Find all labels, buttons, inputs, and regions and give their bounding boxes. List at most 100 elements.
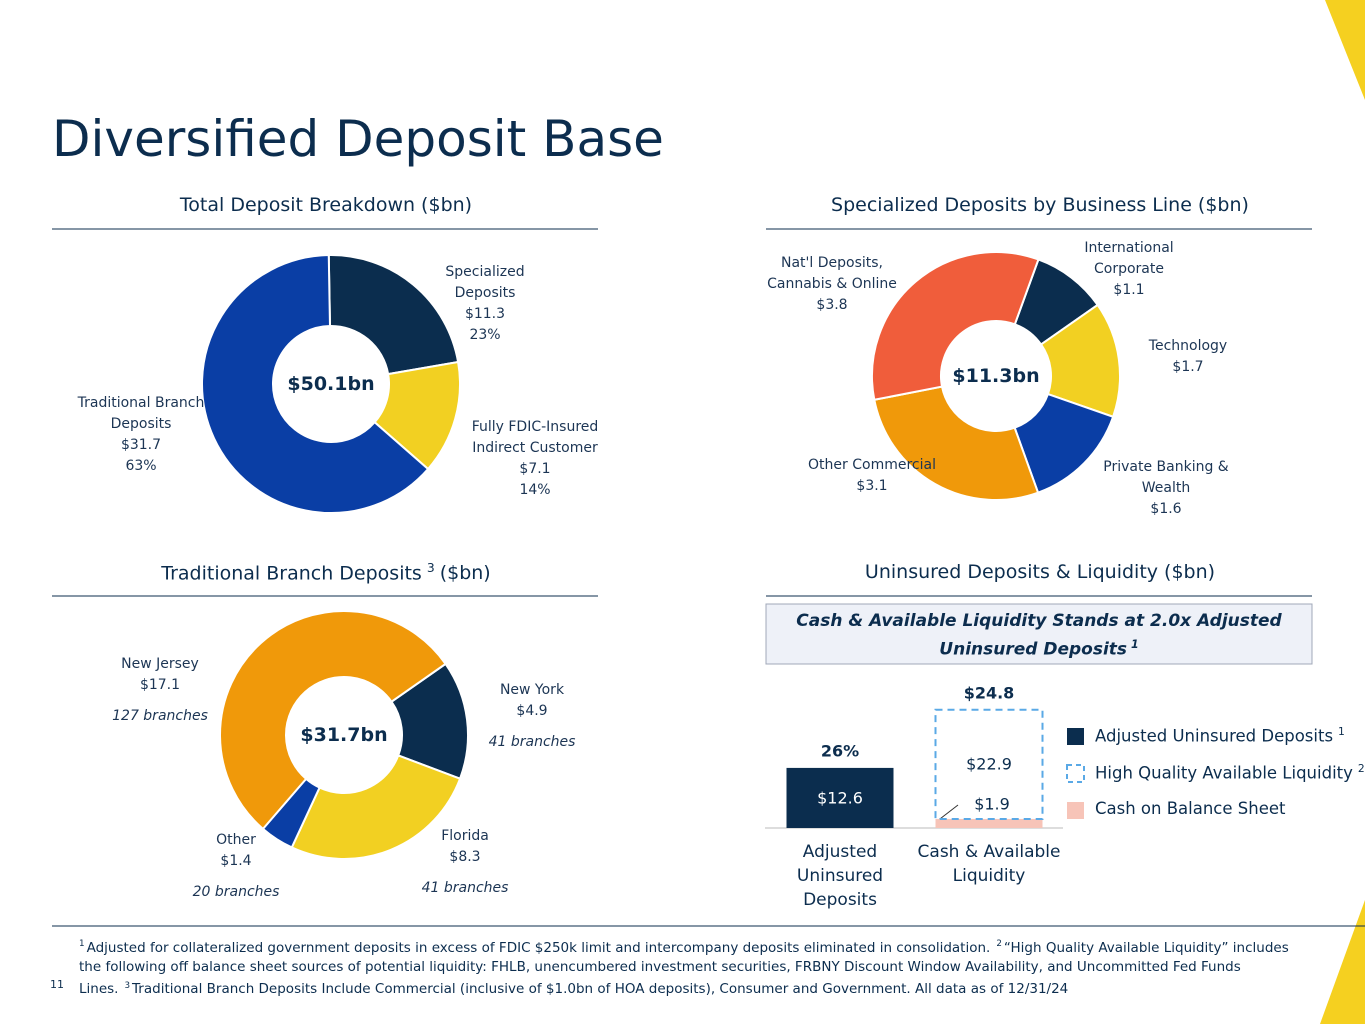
section-title-text: Specialized Deposits by Business Line ($… — [831, 194, 1249, 216]
legend-entry: High Quality Available Liquidity 2 — [1095, 762, 1365, 783]
slice-branches: 41 branches — [488, 734, 576, 750]
footnote-text: Traditional Branch Deposits Include Comm… — [132, 981, 1069, 997]
section-title-unit: ($bn) — [439, 562, 491, 585]
bar-annotation: 26% — [820, 741, 860, 761]
section-title-text: Traditional Branch Deposits — [161, 562, 422, 585]
bar-value-label: $12.6 — [817, 788, 863, 808]
x-tick-label: Cash & Available Liquidity — [917, 842, 1061, 886]
slice-label: Private Banking & Wealth $1.6 — [1096, 457, 1236, 520]
donut-slice — [327, 254, 460, 376]
donut-slice — [871, 251, 1040, 401]
donut-slice — [219, 609, 447, 831]
footnote-text: Adjusted for collateralized government d… — [86, 939, 991, 956]
slice-name: Florida — [441, 828, 489, 844]
slide-title: Diversified Deposit Base — [52, 110, 664, 168]
slice-share: 14% — [519, 482, 551, 498]
section-title-text: Uninsured Deposits & Liquidity ($bn) — [864, 561, 1216, 583]
callout-box — [765, 603, 1313, 665]
slice-share: 23% — [469, 327, 501, 343]
slice-label: Technology $1.7 — [1118, 336, 1258, 378]
slice-label: Traditional Branch Deposits $31.7 63% — [71, 393, 211, 477]
legend-label: Cash on Balance Sheet — [1095, 799, 1286, 818]
slice-value: $1.7 — [1172, 359, 1204, 375]
legend-swatch — [1066, 764, 1085, 783]
donut-center-label: $50.1bn — [287, 373, 375, 395]
slice-name: Technology — [1148, 338, 1228, 354]
donut-slice — [873, 385, 1040, 501]
slice-name: Specialized Deposits — [445, 264, 525, 301]
footnote-text: “High Quality Available Liquidity” inclu… — [79, 939, 1289, 998]
slice-name: New York — [499, 682, 565, 698]
callout-footnote: 1 — [1131, 638, 1139, 651]
bar-segment — [934, 708, 1044, 820]
slice-value: $1.1 — [1113, 282, 1145, 298]
slice-name: New Jersey — [121, 656, 199, 672]
section-title: Specialized Deposits by Business Line ($… — [766, 194, 1314, 216]
slice-value: $7.1 — [519, 461, 551, 477]
donut-slice — [201, 254, 430, 514]
footnotes: 1 Adjusted for collateralized government … — [79, 935, 1289, 999]
slice-branches: 41 branches — [421, 880, 509, 896]
slice-name: Nat'l Deposits, Cannabis & Online — [767, 255, 897, 292]
slice-name: International Corporate — [1084, 240, 1174, 277]
legend-swatch — [1067, 728, 1084, 745]
slice-label: New York $4.9 41 branches — [467, 680, 597, 753]
slice-name: Fully FDIC-Insured Indirect Customer — [471, 419, 599, 456]
slice-value: $31.7 — [120, 437, 162, 453]
section-title-text: Total Deposit Breakdown ($bn) — [179, 194, 473, 216]
slice-label: Fully FDIC-Insured Indirect Customer $7.1… — [465, 417, 605, 501]
legend-footnote: 2 — [1357, 762, 1365, 775]
slice-name: Traditional Branch Deposits — [77, 395, 205, 432]
slice-label: Other $1.4 20 branches — [171, 830, 301, 903]
bar-segment — [786, 767, 894, 828]
callout-text: Cash & Available Liquidity Stands at 2.0… — [796, 611, 1282, 660]
slice-label: International Corporate $1.1 — [1059, 238, 1199, 301]
slice-value: $3.1 — [856, 478, 888, 494]
footnote-mark: 1 — [79, 939, 85, 949]
section-title: Uninsured Deposits & Liquidity ($bn) — [766, 561, 1314, 583]
slice-label: Specialized Deposits $11.3 23% — [415, 262, 555, 346]
slice-value: $3.8 — [816, 297, 848, 313]
legend-swatch — [1067, 802, 1084, 819]
page-number: 11 — [50, 978, 64, 991]
slice-value: $11.3 — [464, 306, 506, 322]
x-tick-label: Adjusted Uninsured Deposits — [796, 842, 884, 910]
footnote-mark: 2 — [996, 939, 1002, 949]
decor — [1325, 0, 1365, 100]
slice-name: Other — [216, 832, 256, 848]
donut-slice — [290, 754, 462, 860]
slice-value: $4.9 — [516, 703, 548, 719]
slice-value: $17.1 — [139, 677, 181, 693]
callout: Cash & Available Liquidity Stands at 2.0… — [790, 610, 1288, 662]
slice-label: New Jersey $17.1 127 branches — [95, 654, 225, 727]
slice-value: $1.4 — [220, 853, 252, 869]
section-title-footnote: 3 — [426, 561, 435, 575]
bar-segment — [935, 818, 1043, 828]
slice-name: Private Banking & Wealth — [1103, 459, 1229, 496]
legend-footnote: 1 — [1338, 725, 1345, 738]
slice-label: Florida $8.3 41 branches — [400, 826, 530, 899]
slice-share: 63% — [125, 458, 157, 474]
slice-branches: 20 branches — [192, 884, 280, 900]
slice-label: Other Commercial $3.1 — [802, 455, 942, 497]
bar-annotation: $24.8 — [963, 683, 1015, 703]
legend-label: High Quality Available Liquidity — [1095, 763, 1353, 783]
decor — [1320, 900, 1365, 1024]
slice-value: $1.6 — [1150, 501, 1182, 517]
legend-entry: Cash on Balance Sheet — [1095, 799, 1285, 818]
section-title: Total Deposit Breakdown ($bn) — [52, 194, 600, 216]
donut-center-label: $11.3bn — [952, 365, 1040, 387]
legend-label: Adjusted Uninsured Deposits — [1095, 726, 1334, 746]
slice-branches: 127 branches — [112, 708, 208, 724]
section-title: Traditional Branch Deposits 3 ($bn) — [52, 561, 600, 584]
bar-value-label: $22.9 — [966, 754, 1012, 774]
donut-center-label: $31.7bn — [300, 724, 388, 746]
slice-label: Nat'l Deposits, Cannabis & Online $3.8 — [762, 253, 902, 316]
footnote-mark: 3 — [124, 980, 131, 991]
slice-value: $8.3 — [449, 849, 481, 865]
legend-entry: Adjusted Uninsured Deposits 1 — [1095, 725, 1345, 746]
slice-name: Other Commercial — [808, 457, 936, 473]
bar-value-label: $1.9 — [974, 794, 1010, 814]
